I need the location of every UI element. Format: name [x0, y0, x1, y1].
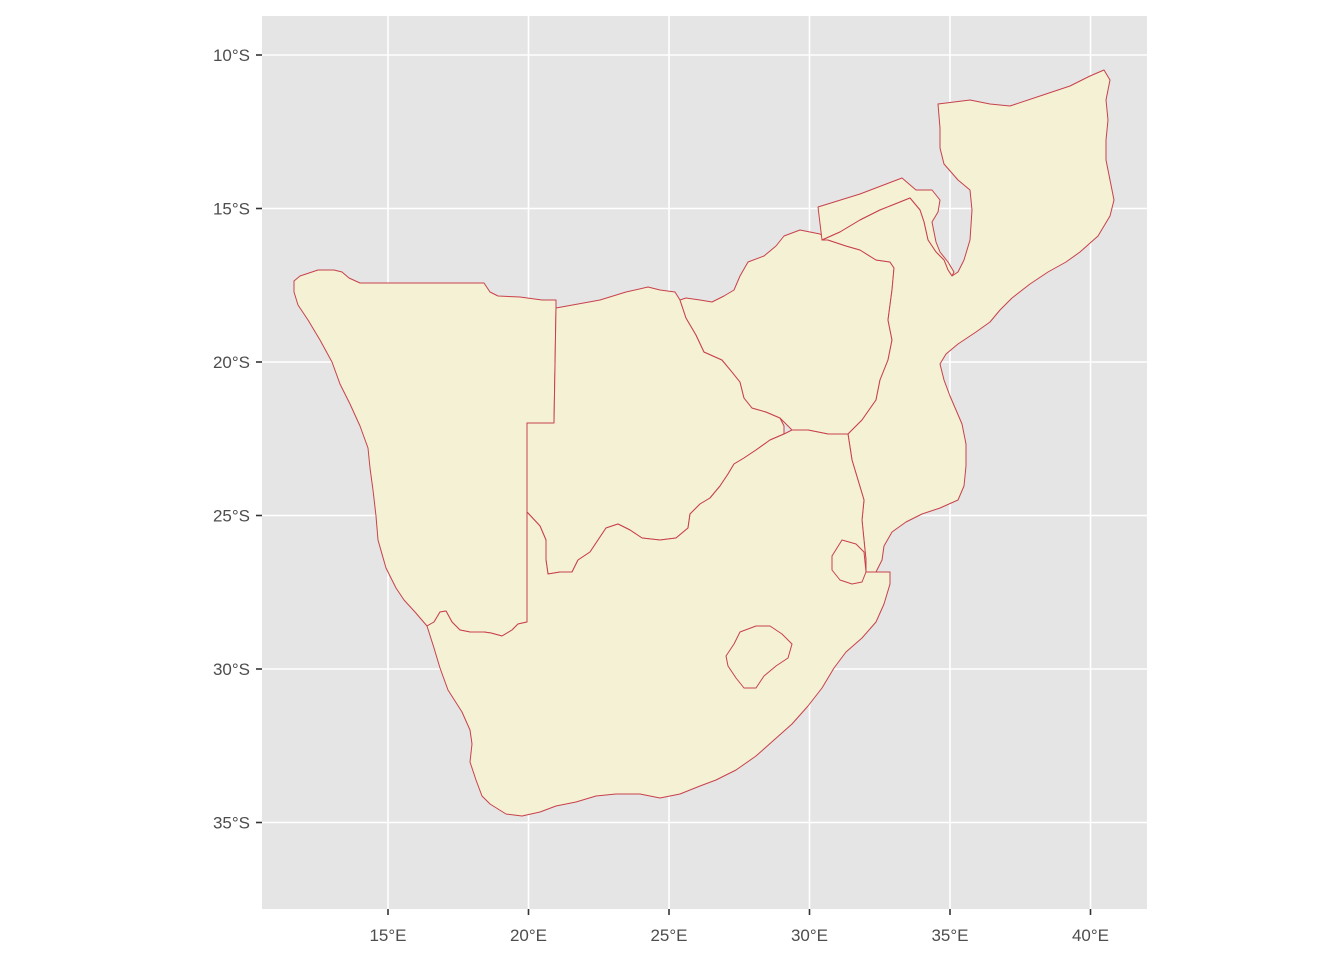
x-tick-label: 30°E — [791, 926, 828, 945]
y-tick-label: 30°S — [213, 660, 250, 679]
country-south-africa — [426, 429, 891, 817]
y-tick-label: 25°S — [213, 507, 250, 526]
x-tick-label: 40°E — [1072, 926, 1109, 945]
x-tick-label: 35°E — [931, 926, 968, 945]
y-tick-label: 35°S — [213, 814, 250, 833]
y-axis-tick-labels: 10°S 15°S 20°S 25°S 30°S 35°S — [213, 46, 250, 833]
land-polygons — [293, 69, 1115, 817]
country-eswatini — [831, 539, 867, 585]
y-tick-label: 20°S — [213, 353, 250, 372]
y-tick-label: 15°S — [213, 200, 250, 219]
x-axis-tick-labels: 15°E 20°E 25°E 30°E 35°E 40°E — [369, 926, 1109, 945]
axis-ticks — [256, 54, 1092, 915]
y-tick-label: 10°S — [213, 46, 250, 65]
x-tick-label: 15°E — [369, 926, 406, 945]
x-tick-label: 25°E — [650, 926, 687, 945]
country-lesotho — [725, 625, 793, 689]
x-tick-label: 20°E — [510, 926, 547, 945]
